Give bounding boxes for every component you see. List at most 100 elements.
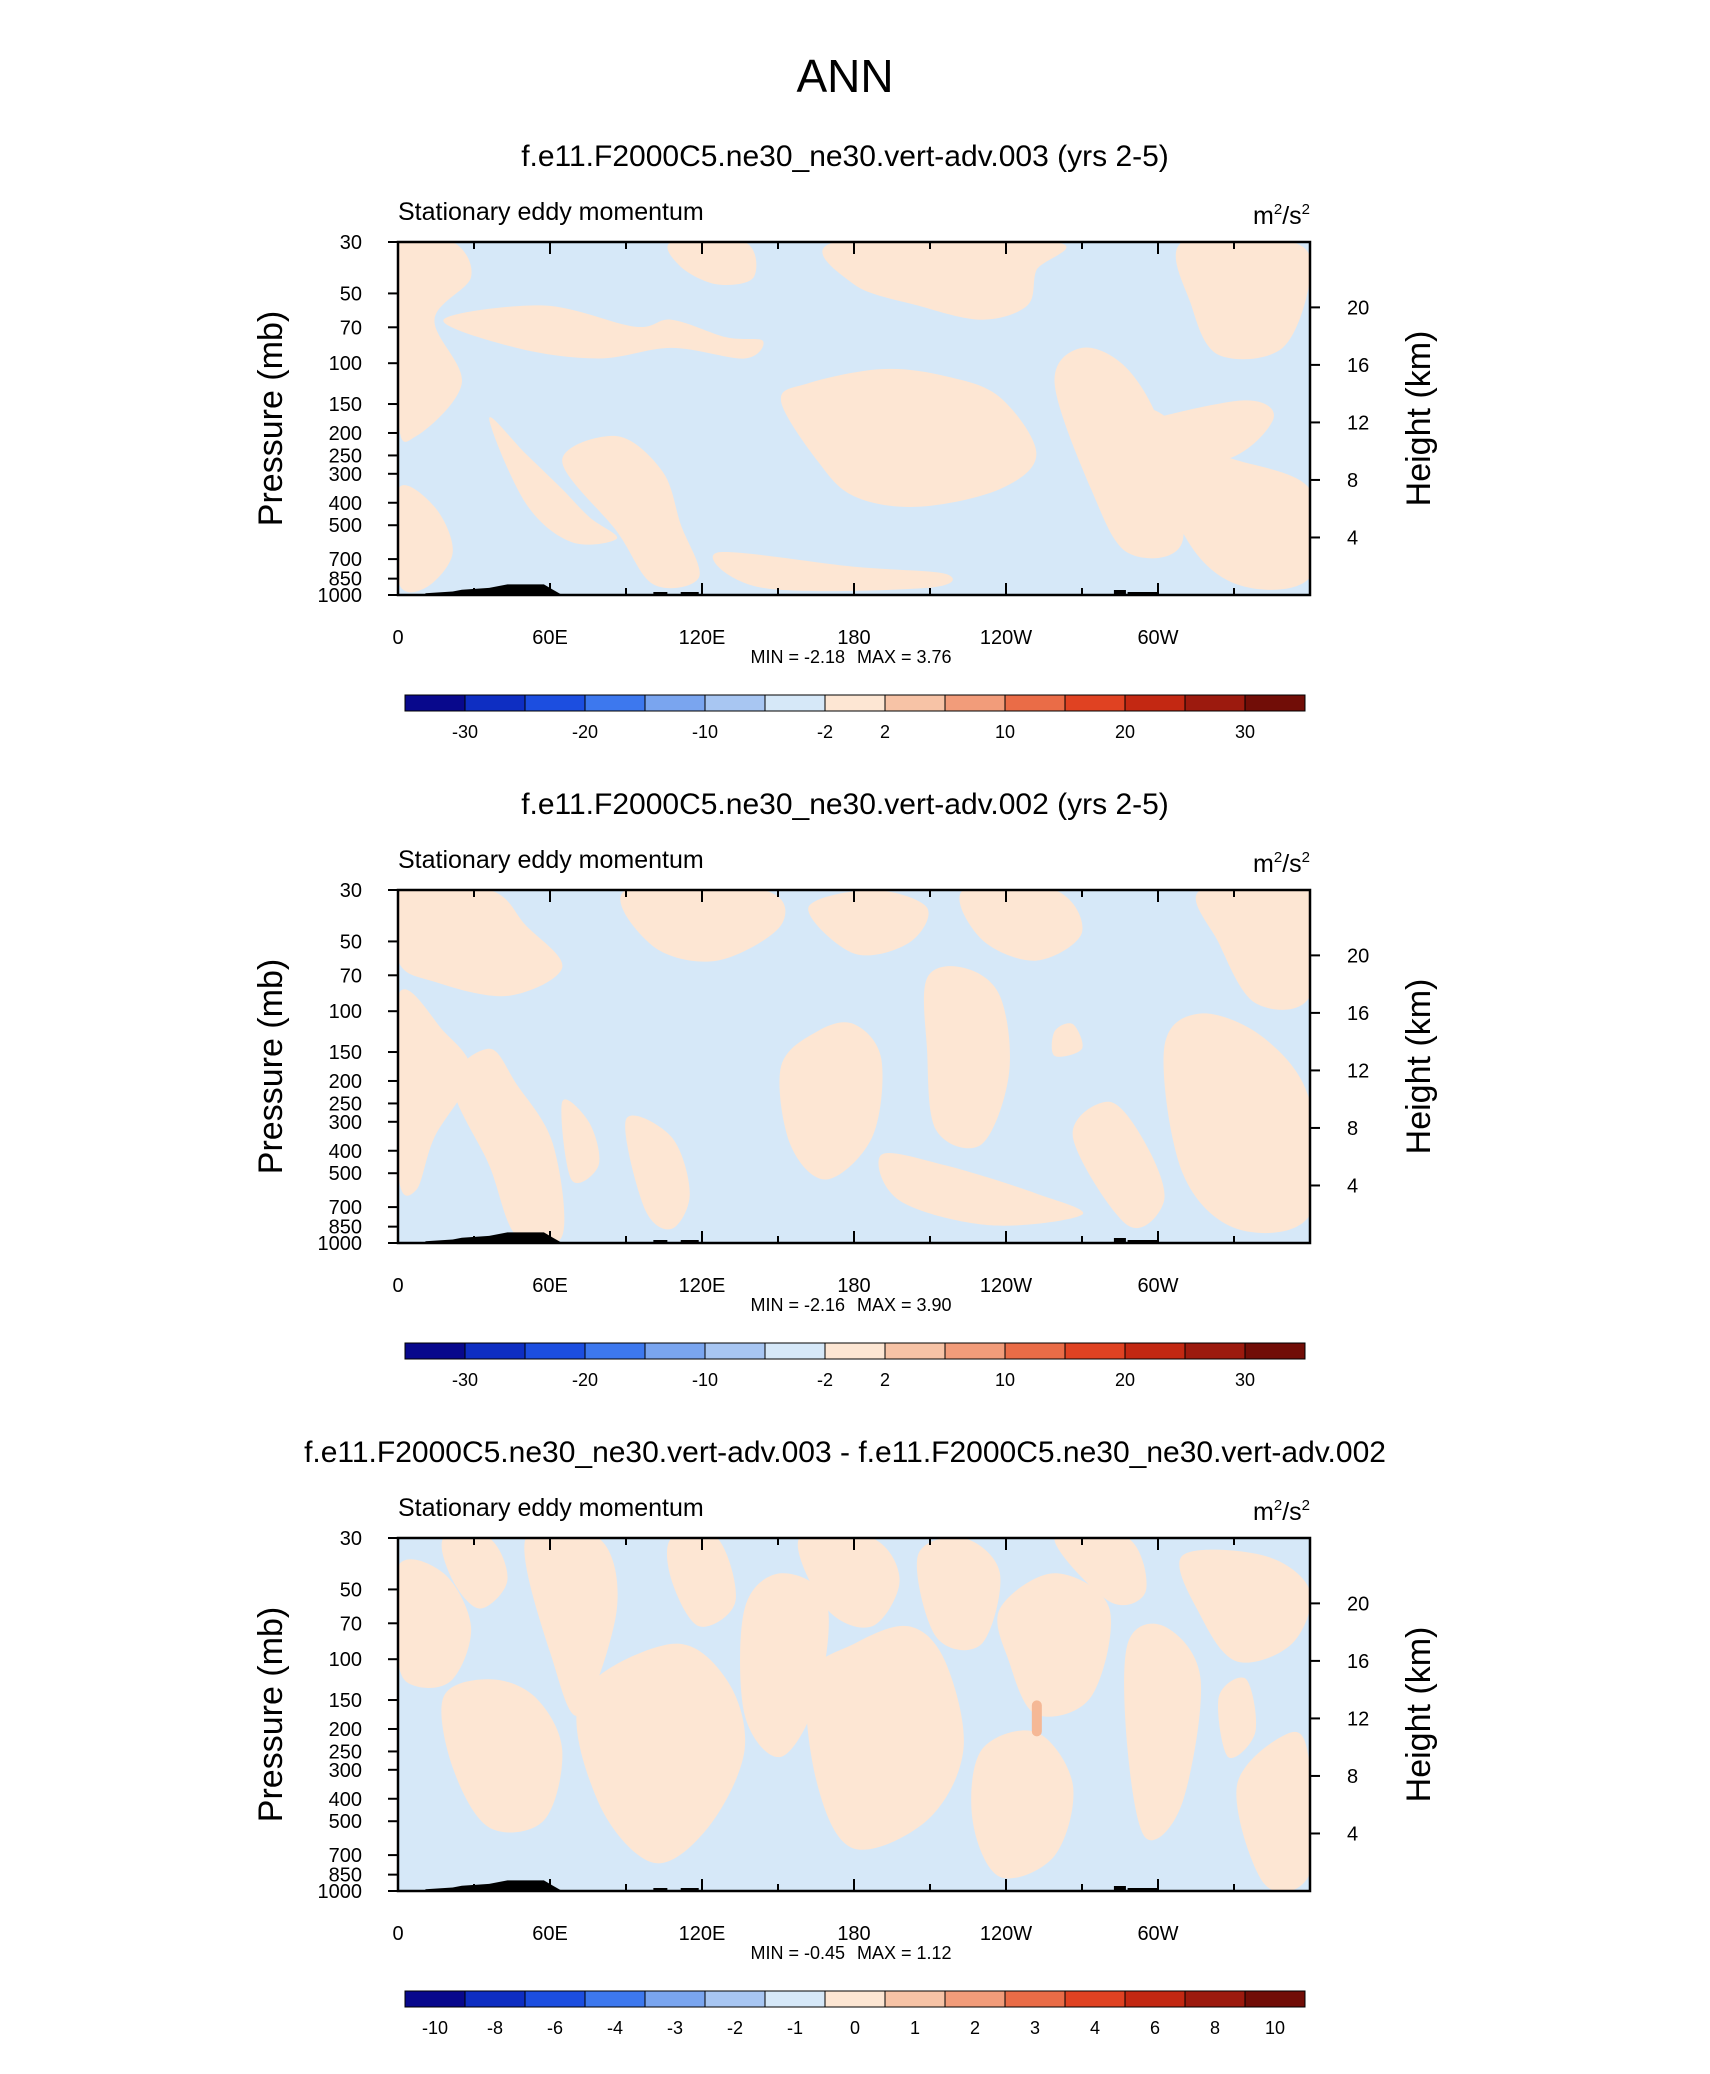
contour-region-positive — [780, 368, 1037, 507]
units-base-m: m — [1253, 850, 1274, 878]
colorbar-label: -2 — [727, 2018, 743, 2038]
y-tick-label: 400 — [329, 493, 362, 515]
y-tick-label: 300 — [329, 1760, 362, 1782]
contour-region-positive — [667, 242, 757, 286]
y-tick-label: 250 — [329, 1093, 362, 1115]
units-label: m2/s2 — [1253, 849, 1310, 878]
topography — [425, 584, 563, 595]
contour-region-positive — [1054, 1538, 1147, 1606]
height-axis-label: Height (km) — [1400, 331, 1438, 507]
colorbar-swatch — [944, 1342, 1006, 1360]
x-tick-label: 60E — [532, 1275, 568, 1297]
colorbar-label: 2 — [880, 1370, 890, 1390]
contour-region-positive — [1051, 1023, 1083, 1057]
y-tick-label: 300 — [329, 464, 362, 486]
x-tick-label: 120E — [679, 1923, 726, 1945]
y-axis-label: Pressure (mb) — [252, 959, 290, 1174]
chart-panel-2: f.e11.F2000C5.ne30_ne30.vert-adv.002 (yr… — [252, 788, 1438, 1390]
colorbar-label: 0 — [850, 2018, 860, 2038]
colorbar-swatch — [464, 694, 526, 712]
colorbar-swatch — [644, 1342, 706, 1360]
height-tick-label: 12 — [1347, 412, 1369, 434]
topography — [1113, 1238, 1126, 1243]
colorbar-label: -8 — [487, 2018, 503, 2038]
contour-region-positive — [959, 890, 1083, 961]
units-sup-s: 2 — [1302, 1497, 1310, 1514]
x-tick-label: 120W — [980, 1923, 1032, 1945]
height-tick-label: 20 — [1347, 297, 1369, 319]
contour-region-positive — [524, 1538, 618, 1716]
contour-region-positive — [997, 1573, 1111, 1717]
contour-region-positive — [667, 1538, 736, 1627]
colorbar-swatch — [404, 1990, 466, 2008]
colorbar-swatch — [704, 1990, 766, 2008]
y-tick-label: 50 — [340, 931, 362, 953]
y-tick-label: 1000 — [318, 1881, 363, 1903]
colorbar-swatch — [824, 694, 886, 712]
topography — [680, 592, 699, 595]
colorbar-swatch — [404, 1342, 466, 1360]
colorbar-label: 2 — [880, 722, 890, 742]
y-tick-label: 100 — [329, 1001, 362, 1023]
contour-region-positive — [779, 1022, 883, 1180]
y-tick-label: 100 — [329, 353, 362, 375]
y-tick-label: 700 — [329, 549, 362, 571]
units-base-s: /s — [1282, 1498, 1301, 1526]
y-tick-label: 100 — [329, 1649, 362, 1671]
x-tick-label: 180 — [837, 1923, 870, 1945]
y-tick-label: 700 — [329, 1197, 362, 1219]
y-tick-label: 1000 — [318, 1233, 363, 1255]
height-tick-label: 16 — [1347, 1651, 1369, 1673]
max-label: MAX = 1.12 — [857, 1943, 952, 1963]
x-tick-label: 60W — [1137, 627, 1178, 649]
colorbar-label: -10 — [422, 2018, 448, 2038]
colorbar-label: -1 — [787, 2018, 803, 2038]
units-base-s: /s — [1282, 850, 1301, 878]
topography — [653, 592, 668, 595]
y-tick-label: 150 — [329, 1690, 362, 1712]
panel-left-label: Stationary eddy momentum — [398, 846, 704, 874]
contour-region-positive — [441, 1679, 563, 1833]
contour-region-positive — [971, 1730, 1074, 1879]
x-tick-label: 60W — [1137, 1275, 1178, 1297]
contour-region-positive — [1218, 1677, 1257, 1759]
contour-region-positive — [916, 1538, 1001, 1651]
x-tick-label: 0 — [392, 627, 403, 649]
colorbar-swatch — [1184, 1990, 1246, 2008]
colorbar-swatch — [1004, 694, 1066, 712]
topography — [425, 1232, 563, 1243]
colorbar-label: 2 — [970, 2018, 980, 2038]
contour-region-positive — [562, 435, 700, 589]
contour-region-positive — [806, 1625, 964, 1850]
contour-region-positive — [620, 890, 786, 962]
colorbar-label: -20 — [572, 1370, 598, 1390]
y-tick-label: 30 — [340, 880, 362, 902]
colorbar-label: 8 — [1210, 2018, 1220, 2038]
contour-region-positive — [1195, 890, 1310, 1010]
height-axis-label: Height (km) — [1400, 979, 1438, 1155]
colorbar-label: -20 — [572, 722, 598, 742]
colorbar-swatch — [824, 1990, 886, 2008]
x-tick-label: 0 — [392, 1275, 403, 1297]
colorbar-swatch — [1184, 694, 1246, 712]
y-tick-label: 200 — [329, 1071, 362, 1093]
colorbar-swatch — [764, 1990, 826, 2008]
contour-region-positive — [576, 1643, 746, 1864]
colorbar-swatch — [1244, 694, 1306, 712]
height-tick-label: 16 — [1347, 1003, 1369, 1025]
topography — [425, 1880, 563, 1891]
colorbar-swatch — [584, 694, 646, 712]
height-tick-label: 16 — [1347, 355, 1369, 377]
y-tick-label: 400 — [329, 1141, 362, 1163]
contour-region-positive — [398, 485, 453, 593]
units-label: m2/s2 — [1253, 201, 1310, 230]
x-tick-label: 120E — [679, 1275, 726, 1297]
contour-region-positive — [1179, 1549, 1310, 1663]
y-tick-label: 150 — [329, 394, 362, 416]
min-label: MIN = -2.16 — [750, 1295, 845, 1315]
units-sup-m: 2 — [1274, 849, 1282, 866]
contour-region-positive — [1163, 1013, 1310, 1234]
colorbar-label: 3 — [1030, 2018, 1040, 2038]
colorbar-label: -3 — [667, 2018, 683, 2038]
contour-region-positive — [1236, 1731, 1310, 1891]
